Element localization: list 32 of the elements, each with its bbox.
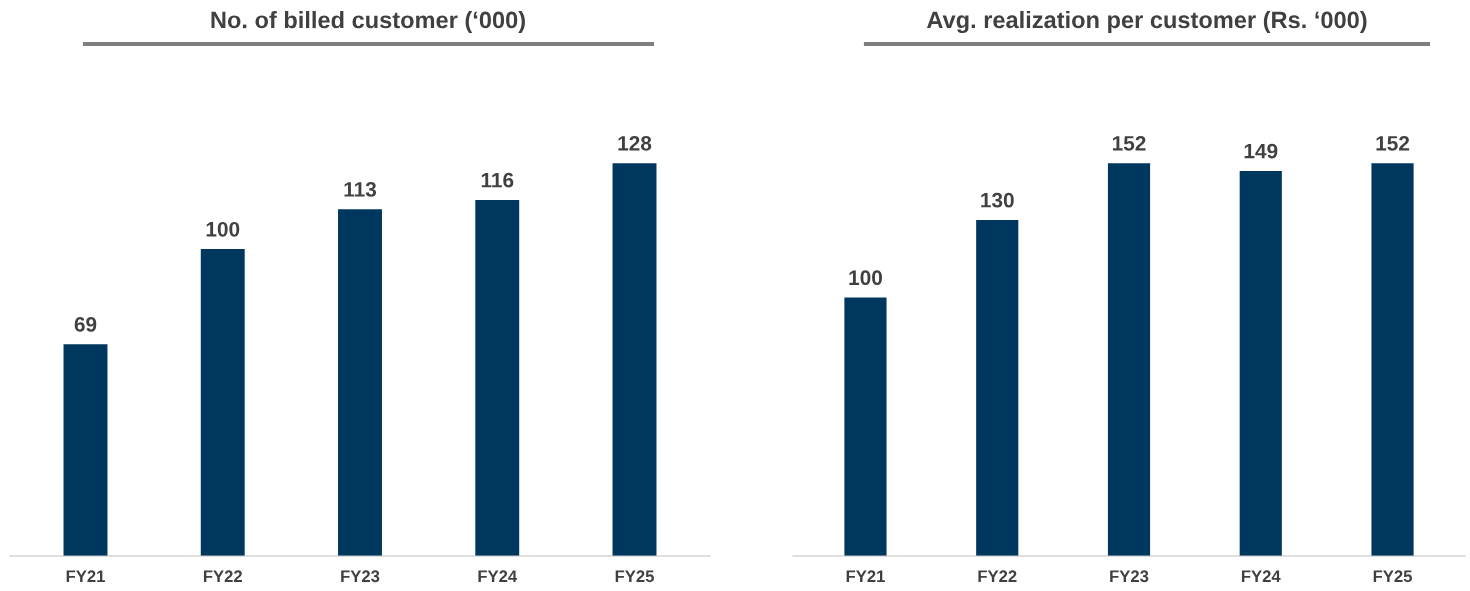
bar: [338, 209, 382, 556]
data-label: 130: [981, 192, 1014, 208]
data-label: 152: [1112, 135, 1146, 151]
data-label: 116: [481, 172, 514, 188]
x-tick-label: FY23: [341, 570, 380, 583]
data-label: 128: [618, 135, 652, 151]
x-tick-label: FY21: [846, 570, 885, 582]
x-tick-label: FY22: [203, 570, 242, 582]
bar: [612, 163, 657, 556]
data-label: 152: [1376, 135, 1410, 151]
bar: [475, 199, 520, 556]
data-label: 113: [344, 181, 377, 197]
data-label: 149: [1244, 143, 1278, 159]
bar: [1371, 163, 1414, 556]
data-label: 69: [74, 317, 97, 332]
chart-title: No. of billed customer (‘000): [211, 11, 525, 34]
x-tick-label: FY24: [1241, 570, 1281, 582]
x-tick-label: FY24: [478, 570, 518, 582]
x-tick-label: FY21: [66, 570, 105, 582]
x-tick-label: FY25: [1373, 570, 1412, 583]
data-label: 100: [849, 270, 882, 286]
bar: [200, 249, 245, 556]
x-tick-label: FY23: [1110, 570, 1149, 583]
x-tick-label: FY25: [615, 570, 654, 583]
bar: [844, 297, 887, 556]
bar: [976, 220, 1019, 556]
x-tick-label: FY22: [978, 570, 1017, 582]
bar: [63, 344, 108, 556]
data-label: 100: [206, 221, 240, 237]
bar: [1107, 163, 1151, 556]
bar: [1239, 170, 1282, 556]
chart-title: Avg. realization per customer (Rs. ‘000): [926, 10, 1367, 34]
